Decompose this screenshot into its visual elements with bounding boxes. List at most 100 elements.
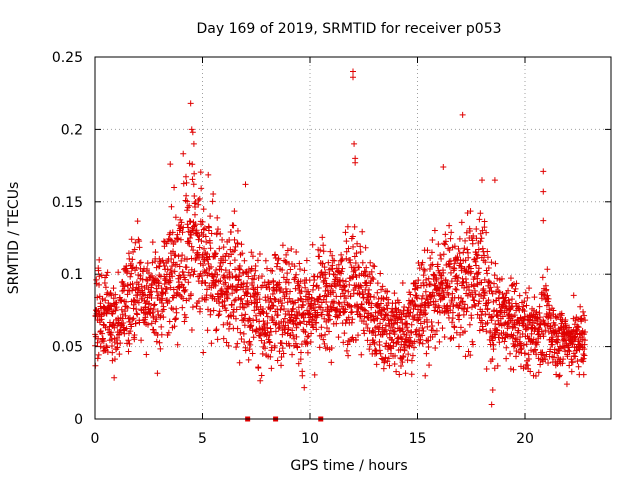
data-point xyxy=(200,262,207,269)
plot-frame xyxy=(94,56,612,420)
data-point xyxy=(249,327,256,334)
data-point xyxy=(335,299,342,306)
data-point xyxy=(293,315,300,322)
data-point xyxy=(125,250,132,257)
data-point xyxy=(426,362,433,369)
data-point xyxy=(480,326,487,333)
data-point xyxy=(446,222,453,229)
data-point xyxy=(246,346,253,353)
data-point xyxy=(321,340,328,347)
data-point xyxy=(159,295,166,302)
data-point xyxy=(563,381,570,388)
data-point xyxy=(491,280,498,287)
data-point xyxy=(217,230,224,237)
data-point xyxy=(248,266,255,273)
data-point xyxy=(322,269,329,276)
data-point xyxy=(419,332,426,339)
data-point xyxy=(180,295,187,302)
data-point xyxy=(296,283,303,290)
data-point xyxy=(330,298,337,305)
data-point xyxy=(489,313,496,320)
data-point xyxy=(227,260,234,267)
data-point xyxy=(101,304,108,311)
data-point xyxy=(448,278,455,285)
data-point xyxy=(485,278,492,285)
data-point xyxy=(539,349,546,356)
data-point xyxy=(416,314,423,321)
data-point xyxy=(149,239,156,246)
data-point xyxy=(187,234,194,241)
data-point xyxy=(543,286,550,293)
data-point xyxy=(542,327,549,334)
data-point xyxy=(318,324,325,331)
data-point xyxy=(262,297,269,304)
data-point xyxy=(354,240,361,247)
data-point xyxy=(478,235,485,242)
data-point xyxy=(234,227,241,234)
data-point xyxy=(496,339,503,346)
data-point xyxy=(524,294,531,301)
data-point xyxy=(259,305,266,312)
data-point xyxy=(130,315,137,322)
data-point xyxy=(191,170,198,177)
data-point xyxy=(201,257,208,264)
data-point xyxy=(364,314,371,321)
data-point xyxy=(408,357,415,364)
data-point xyxy=(432,331,439,338)
data-point xyxy=(223,307,230,314)
data-point xyxy=(266,279,273,286)
data-point xyxy=(369,313,376,320)
data-point xyxy=(349,334,356,341)
data-point xyxy=(111,356,118,363)
data-point xyxy=(227,312,234,319)
data-point xyxy=(476,327,483,334)
data-point xyxy=(380,316,387,323)
data-point xyxy=(568,368,575,375)
data-point xyxy=(471,287,478,294)
data-point xyxy=(507,275,514,282)
data-point xyxy=(105,326,112,333)
data-point xyxy=(484,254,491,261)
data-point xyxy=(384,358,391,365)
data-point xyxy=(359,259,366,266)
data-point xyxy=(281,305,288,312)
data-point xyxy=(237,296,244,303)
data-point xyxy=(150,326,157,333)
data-point xyxy=(220,244,227,251)
data-point xyxy=(420,279,427,286)
data-point xyxy=(149,309,156,316)
data-point xyxy=(142,314,149,321)
data-point xyxy=(124,282,131,289)
data-point xyxy=(480,295,487,302)
data-point xyxy=(147,305,154,312)
data-point xyxy=(448,299,455,305)
data-point xyxy=(263,284,270,291)
data-point xyxy=(425,343,432,350)
data-point xyxy=(323,282,330,289)
data-point xyxy=(551,346,558,353)
data-point xyxy=(279,300,286,307)
data-point xyxy=(530,336,537,343)
data-point xyxy=(161,280,168,287)
data-point xyxy=(495,334,502,341)
data-point xyxy=(231,208,238,215)
data-point xyxy=(362,244,369,251)
data-point xyxy=(411,301,418,308)
data-point xyxy=(143,351,150,358)
data-point xyxy=(221,272,228,279)
data-point xyxy=(241,338,248,345)
data-point xyxy=(499,313,506,320)
data-point xyxy=(203,286,210,293)
data-point xyxy=(456,235,463,242)
data-point xyxy=(422,372,429,379)
data-point xyxy=(472,302,479,309)
data-point xyxy=(154,370,161,377)
data-point xyxy=(368,268,375,275)
data-point xyxy=(376,342,383,349)
data-point xyxy=(455,343,462,350)
data-point xyxy=(396,371,403,378)
data-point xyxy=(510,343,517,350)
data-point xyxy=(286,332,293,339)
data-point xyxy=(397,346,404,353)
data-point xyxy=(239,250,246,257)
